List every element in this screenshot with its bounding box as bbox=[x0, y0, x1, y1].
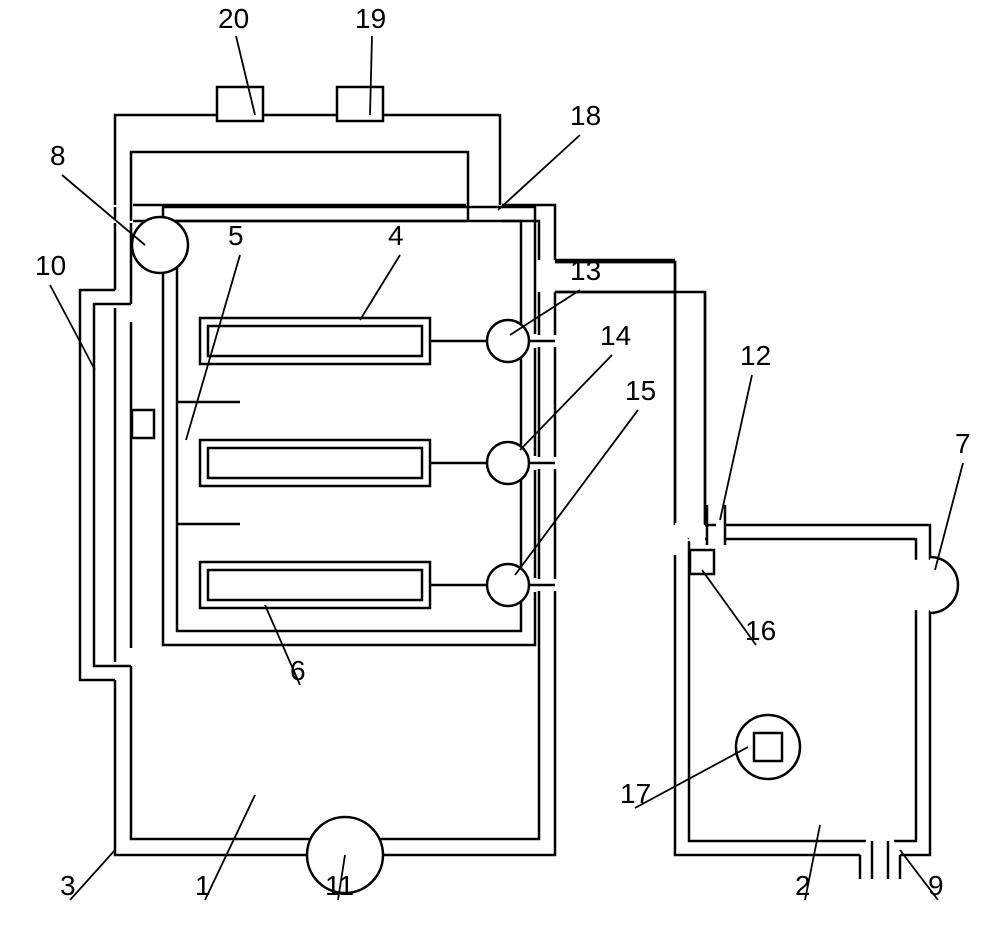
label-15: 15 bbox=[625, 375, 656, 406]
label-2: 2 bbox=[795, 870, 811, 901]
label-8: 8 bbox=[50, 140, 66, 171]
label-14: 14 bbox=[600, 320, 631, 351]
leader-4 bbox=[360, 255, 400, 320]
connector-outer-top bbox=[555, 262, 675, 525]
leader-17 bbox=[635, 747, 748, 808]
feature-8 bbox=[132, 217, 188, 273]
leader-18 bbox=[498, 135, 580, 210]
label-13: 13 bbox=[570, 255, 601, 286]
tank2-inner bbox=[689, 539, 916, 841]
leader-1 bbox=[205, 795, 255, 900]
leader-5 bbox=[186, 255, 240, 440]
feature-7 bbox=[930, 557, 958, 613]
leader-7 bbox=[935, 463, 963, 570]
feature-17 bbox=[736, 715, 800, 779]
label-17: 17 bbox=[620, 778, 651, 809]
tank1-inner bbox=[131, 221, 539, 839]
tank1-outer bbox=[115, 205, 555, 855]
label-12: 12 bbox=[740, 340, 771, 371]
label-4: 4 bbox=[388, 220, 404, 251]
leader-19 bbox=[370, 36, 372, 115]
leader-8 bbox=[62, 175, 145, 245]
leader-3 bbox=[70, 850, 115, 900]
label-3: 3 bbox=[60, 870, 76, 901]
label-19: 19 bbox=[355, 3, 386, 34]
inner-block bbox=[163, 207, 535, 645]
label-9: 9 bbox=[928, 870, 944, 901]
valve-15 bbox=[487, 564, 529, 606]
label-7: 7 bbox=[955, 428, 971, 459]
leader-15 bbox=[515, 410, 638, 575]
sensor-10 bbox=[132, 410, 154, 438]
label-6: 6 bbox=[290, 655, 306, 686]
leader-10 bbox=[50, 285, 95, 370]
label-18: 18 bbox=[570, 100, 601, 131]
label-5: 5 bbox=[228, 220, 244, 251]
label-20: 20 bbox=[218, 3, 249, 34]
leader-12 bbox=[720, 375, 752, 520]
label-10: 10 bbox=[35, 250, 66, 281]
label-1: 1 bbox=[195, 870, 211, 901]
engineering-diagram: 2019188105413141512716617311129 bbox=[0, 0, 1000, 933]
label-11: 11 bbox=[325, 870, 354, 901]
label-16: 16 bbox=[745, 615, 776, 646]
leader-20 bbox=[236, 36, 255, 115]
